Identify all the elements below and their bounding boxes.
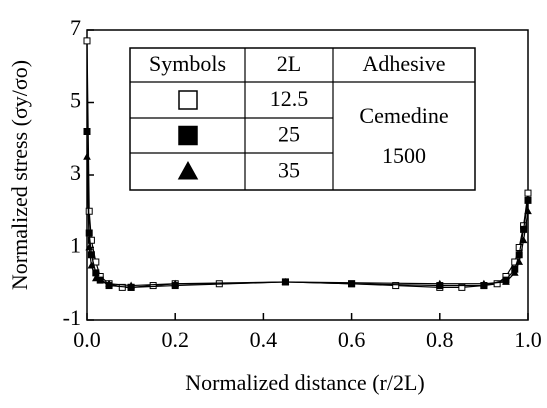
y-tick-label: 7 (70, 15, 81, 40)
marker (83, 152, 91, 160)
x-tick-label: 1.0 (514, 327, 542, 352)
marker (392, 282, 400, 290)
x-tick-label: 0.4 (250, 327, 278, 352)
y-tick-label: 5 (70, 88, 81, 113)
marker (480, 279, 488, 287)
y-axis-label: Normalized stress (σy/σo) (7, 60, 32, 290)
marker (348, 280, 356, 288)
x-tick-label: 0.0 (73, 327, 101, 352)
marker (83, 37, 91, 45)
legend-symbol (177, 160, 199, 180)
marker (520, 225, 528, 233)
x-tick-label: 0.2 (161, 327, 189, 352)
legend-header: Symbols (149, 51, 226, 76)
marker (524, 207, 532, 215)
marker (281, 277, 290, 285)
marker (510, 268, 519, 276)
legend-label: 35 (278, 158, 300, 183)
marker (502, 277, 510, 285)
marker (458, 283, 466, 291)
legend-label: 25 (278, 122, 300, 147)
x-tick-label: 0.6 (338, 327, 366, 352)
legend-header: Adhesive (362, 51, 445, 76)
x-axis-label: Normalized distance (r/2L) (185, 370, 424, 395)
marker (149, 282, 157, 290)
marker (87, 236, 95, 244)
marker (91, 274, 100, 282)
legend-symbol (178, 125, 198, 146)
legend-adhesive: 1500 (382, 143, 426, 168)
marker (127, 281, 135, 289)
marker (519, 236, 528, 244)
marker (524, 189, 532, 197)
y-tick-label: 1 (70, 233, 81, 258)
x-tick-label: 0.8 (426, 327, 454, 352)
marker (524, 196, 532, 204)
marker (515, 257, 524, 265)
marker (85, 243, 94, 251)
marker (87, 261, 96, 269)
marker (435, 279, 444, 287)
legend-adhesive: Cemedine (359, 103, 448, 128)
legend-header: 2L (277, 51, 301, 76)
y-tick-label: -1 (63, 305, 81, 330)
marker (83, 128, 91, 135)
marker (171, 279, 180, 287)
marker (87, 251, 95, 259)
marker (493, 280, 501, 288)
y-tick-label: 3 (70, 160, 81, 185)
marker (515, 251, 523, 259)
marker (105, 279, 113, 287)
legend-label: 12.5 (270, 86, 309, 111)
legend-symbol (178, 90, 198, 110)
